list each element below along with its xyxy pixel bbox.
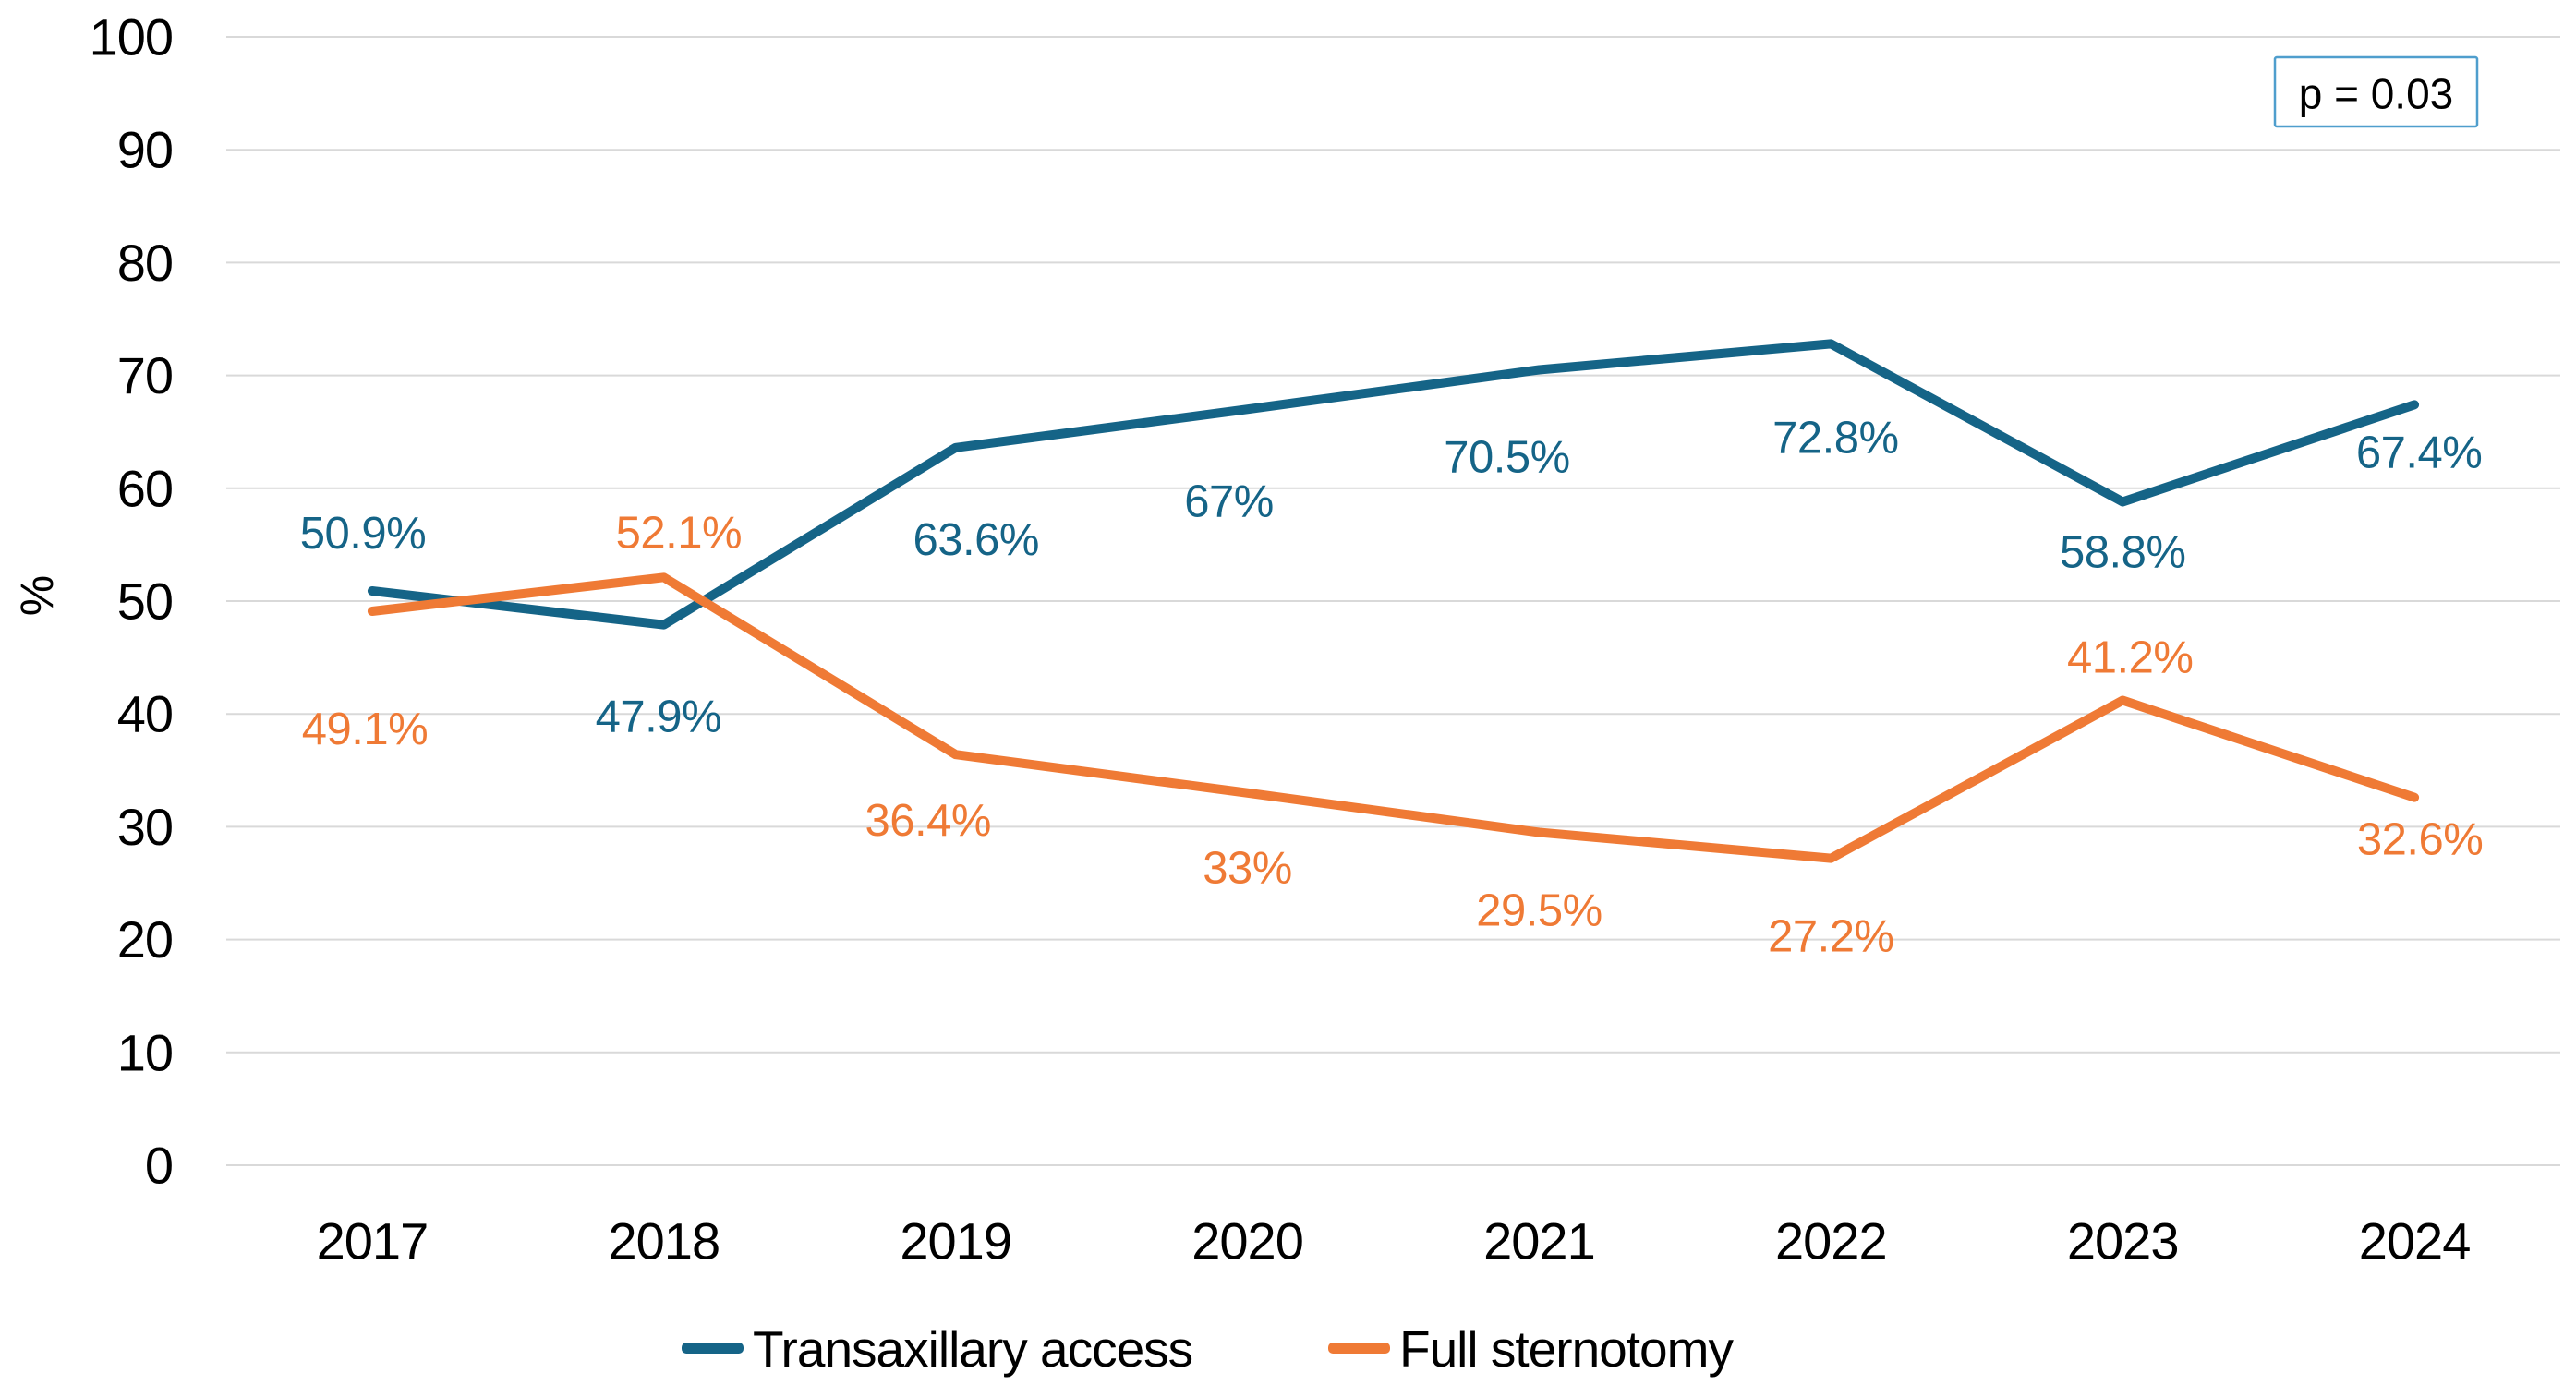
y-axis-tick-labels: 0 10 20 30 40 50 60 70 80 90 100 (90, 8, 174, 1195)
y-tick-label: 80 (117, 234, 173, 292)
data-label-full-sternotomy-2024: 32.6% (2357, 815, 2483, 865)
p-value-annotation: p = 0.03 (2273, 55, 2479, 128)
legend-swatch-transaxillary-access (682, 1343, 744, 1354)
p-value-text: p = 0.03 (2299, 70, 2454, 118)
x-tick-label-2020: 2020 (1191, 1212, 1303, 1271)
data-label-full-sternotomy-2023: 41.2% (2067, 633, 2193, 683)
data-label-full-sternotomy-2017: 49.1% (302, 705, 428, 754)
data-label-full-sternotomy-2020: 33% (1203, 844, 1292, 894)
data-label-transaxillary-access-2021: 70.5% (1444, 432, 1569, 482)
x-tick-label-2023: 2023 (2067, 1212, 2179, 1271)
y-tick-label: 100 (90, 8, 173, 66)
y-axis-title: % (11, 575, 63, 616)
data-label-full-sternotomy-2022: 27.2% (1768, 912, 1893, 962)
y-tick-label: 30 (117, 798, 173, 856)
y-tick-label: 40 (117, 685, 173, 743)
data-label-transaxillary-access-2022: 72.8% (1772, 413, 1898, 463)
data-label-transaxillary-access-2019: 63.6% (913, 515, 1038, 565)
legend: Transaxillary access Full sternotomy (682, 1320, 1735, 1378)
y-tick-label: 20 (117, 910, 173, 969)
x-tick-label-2024: 2024 (2359, 1212, 2471, 1271)
y-tick-label: 10 (117, 1023, 173, 1081)
data-label-transaxillary-access-2018: 47.9% (596, 692, 721, 742)
data-labels-full-sternotomy: 49.1% 52.1% 36.4% 33% 29.5% 27.2% 41.2% 32.6% (302, 508, 2484, 961)
data-label-transaxillary-access-2024: 67.4% (2356, 428, 2482, 477)
y-tick-label: 60 (117, 459, 173, 517)
p-value-box (2273, 55, 2479, 128)
legend-item-full-sternotomy: Full sternotomy (1328, 1320, 1735, 1378)
gridlines-group (226, 36, 2560, 1166)
data-label-transaxillary-access-2023: 58.8% (2060, 527, 2185, 577)
series-line-transaxillary-access (367, 339, 2420, 630)
y-tick-label: 50 (117, 572, 173, 631)
series-line-full-sternotomy (367, 572, 2420, 863)
data-labels-transaxillary-access: 50.9% 47.9% 63.6% 67% 70.5% 72.8% 58.8% 67.4% (300, 413, 2483, 741)
y-tick-label: 0 (145, 1137, 173, 1195)
data-label-transaxillary-access-2020: 67% (1184, 476, 1274, 526)
x-tick-label-2018: 2018 (609, 1212, 720, 1271)
legend-label-full-sternotomy: Full sternotomy (1399, 1320, 1734, 1378)
legend-label-transaxillary-access: Transaxillary access (753, 1320, 1192, 1378)
data-label-full-sternotomy-2018: 52.1% (616, 508, 742, 558)
x-tick-label-2017: 2017 (317, 1212, 429, 1271)
data-label-full-sternotomy-2021: 29.5% (1476, 886, 1602, 936)
y-tick-label: 70 (117, 346, 173, 404)
data-label-full-sternotomy-2019: 36.4% (865, 796, 990, 846)
x-axis-tick-labels: 2017 2018 2019 2020 2021 2022 2023 2024 (317, 1212, 2472, 1271)
legend-swatch-full-sternotomy (1328, 1343, 1390, 1354)
y-tick-label: 90 (117, 121, 173, 179)
x-tick-label-2022: 2022 (1775, 1212, 1887, 1271)
x-tick-label-2019: 2019 (900, 1212, 1011, 1271)
legend-item-transaxillary-access: Transaxillary access (682, 1320, 1193, 1378)
data-label-transaxillary-access-2017: 50.9% (300, 509, 426, 559)
x-tick-label-2021: 2021 (1483, 1212, 1595, 1271)
